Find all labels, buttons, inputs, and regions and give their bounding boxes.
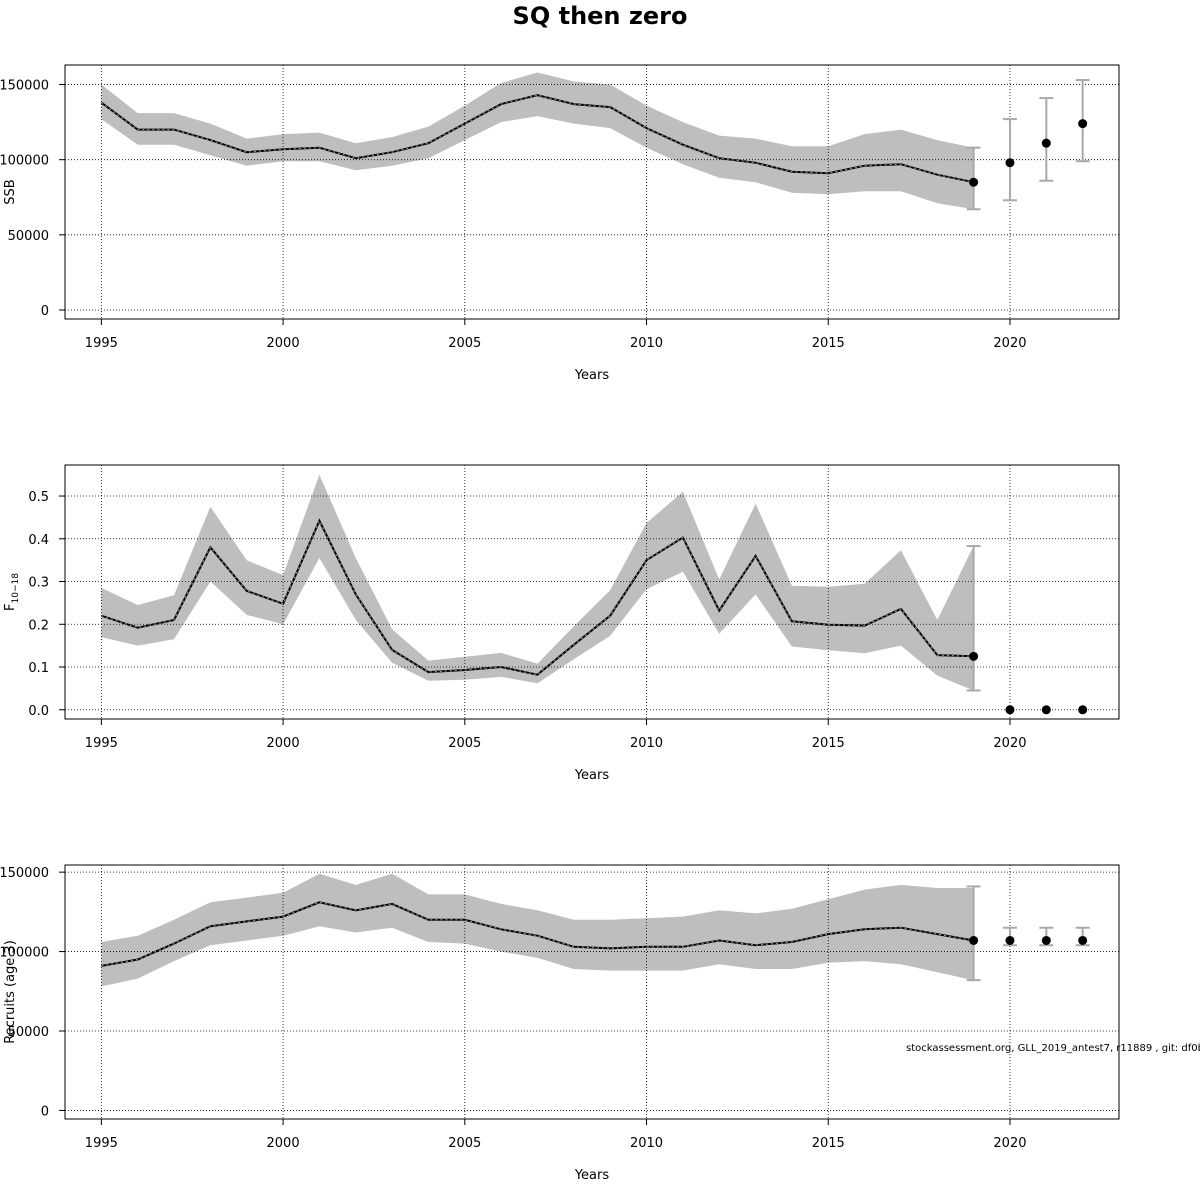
forecast-point — [969, 177, 979, 187]
x-tick-label: 1995 — [85, 336, 118, 351]
panel-3: 1995 2000 2005 2010 2015 2020 0 50000 100000 1500… — [0, 864, 1120, 1183]
x-tick-label: 2005 — [448, 336, 481, 351]
y-tick-label: 0.2 — [28, 618, 49, 633]
y-axis-label: Recruits (age 3) — [3, 940, 18, 1044]
y-tick-label: 100000 — [0, 946, 49, 961]
forecast-point — [1041, 138, 1051, 148]
y-axis-label: F10−18 — [3, 573, 21, 611]
forecast-point — [969, 651, 979, 661]
forecast-point — [1078, 705, 1088, 715]
y-tick-label: 0.5 — [28, 490, 49, 505]
plot-frame — [64, 464, 1120, 720]
y-tick-label: 0.4 — [28, 533, 49, 548]
confidence-band — [101, 72, 974, 210]
x-tick-label: 2020 — [993, 736, 1026, 751]
x-tick-label: 2010 — [630, 336, 663, 351]
x-tick-label: 2020 — [993, 336, 1026, 351]
confidence-band — [101, 873, 974, 987]
y-tick-label: 0.0 — [28, 704, 49, 719]
y-axis-label: SSB — [3, 179, 18, 204]
x-axis-label: Years — [574, 768, 610, 783]
x-tick-label: 2000 — [267, 336, 300, 351]
y-tick-label: 50000 — [8, 1025, 49, 1040]
forecast-point — [969, 935, 979, 945]
plot-frame — [64, 64, 1120, 320]
y-tick-label: 100000 — [0, 154, 49, 169]
estimate-line — [101, 901, 974, 967]
footnote: stockassessment.org, GLL_2019_antest7, r… — [906, 1043, 1200, 1054]
panel-1: 1995 2000 2005 2010 2015 2020 0 50000 100000 1500… — [0, 64, 1120, 383]
forecast-point — [1041, 705, 1051, 715]
y-tick-label: 0.3 — [28, 576, 49, 591]
forecast-point — [1005, 705, 1015, 715]
y-tick-label: 150000 — [0, 79, 49, 94]
x-tick-label: 2015 — [812, 736, 845, 751]
x-tick-label: 2015 — [812, 336, 845, 351]
x-tick-label: 2005 — [448, 736, 481, 751]
x-tick-label: 2000 — [267, 736, 300, 751]
y-tick-label: 0 — [41, 1104, 49, 1119]
y-tick-label: 150000 — [0, 866, 49, 881]
forecast-point — [1078, 935, 1088, 945]
x-tick-label: 2010 — [630, 1136, 663, 1151]
plot-frame — [64, 864, 1120, 1120]
y-tick-label: 0 — [41, 304, 49, 319]
x-tick-label: 2015 — [812, 1136, 845, 1151]
x-tick-label: 1995 — [85, 736, 118, 751]
x-tick-label: 2005 — [448, 1136, 481, 1151]
estimate-line — [100, 94, 974, 184]
y-tick-label: 0.1 — [28, 661, 49, 676]
estimate-line-dots — [101, 519, 974, 676]
forecast-point — [1041, 935, 1051, 945]
forecast-point — [1005, 158, 1015, 168]
x-tick-label: 2000 — [267, 1136, 300, 1151]
x-tick-label: 2020 — [993, 1136, 1026, 1151]
panel-2: 1995 2000 2005 2010 2015 2020 0.0 0.1 0.2 0.3 0.4 0… — [3, 464, 1120, 783]
page-title: SQ then zero — [512, 2, 688, 30]
x-tick-label: 2010 — [630, 736, 663, 751]
forecast-point — [1005, 935, 1015, 945]
x-axis-label: Years — [574, 1168, 610, 1183]
confidence-band — [101, 474, 974, 691]
x-axis-label: Years — [574, 368, 610, 383]
y-tick-label: 50000 — [8, 229, 49, 244]
x-tick-label: 1995 — [85, 1136, 118, 1151]
forecast-point — [1078, 119, 1088, 129]
